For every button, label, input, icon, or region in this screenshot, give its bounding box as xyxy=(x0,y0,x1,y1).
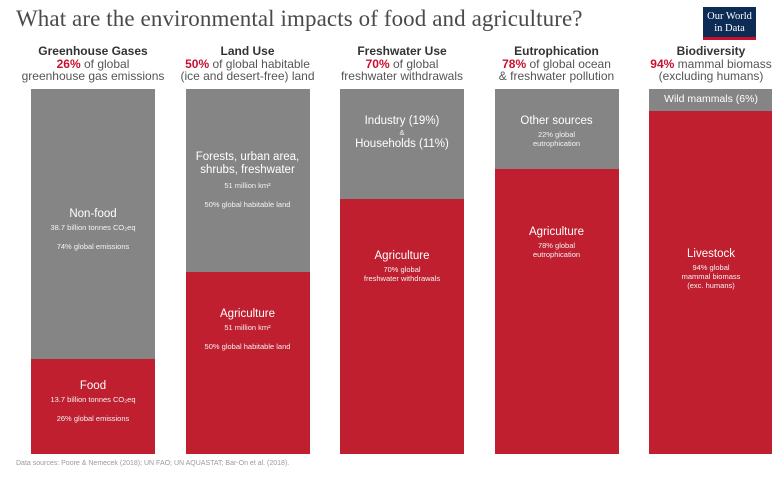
column-desc2: (excluding humans) xyxy=(658,69,764,83)
column-header: Biodiversity 94% mammal biomass (excluding… xyxy=(631,45,772,83)
stacked-bar: Wild mammals (6%) Livestock 94% global mamm… xyxy=(649,89,772,454)
column-desc1: of global xyxy=(84,56,130,71)
column-heading: Greenhouse Gases xyxy=(38,44,148,58)
segment-label-name: Livestock xyxy=(687,248,735,261)
column-percent: 78% xyxy=(502,56,527,71)
column-desc1: of global xyxy=(393,56,439,71)
column-desc2: freshwater withdrawals xyxy=(340,69,464,83)
column-percent: 70% xyxy=(365,56,390,71)
segment-label-name: Forests, urban area, shrubs, freshwater xyxy=(195,151,300,177)
segment-label-share: eutrophication xyxy=(532,250,581,260)
bar-segment-other: Forests, urban area, shrubs, freshwater 5… xyxy=(185,89,310,272)
column-header: Freshwater Use 70% of global freshwater wi… xyxy=(322,45,482,83)
bar-segment-food: Livestock 94% global mammal biomass (exc. h… xyxy=(649,110,772,454)
segment-label-detail: & xyxy=(399,128,405,137)
segment-label-detail: 13.7 billion tonnes CO₂eq xyxy=(50,395,136,405)
segment-label-name: Industry (19%) xyxy=(364,115,440,127)
column-heading: Eutrophication xyxy=(514,44,599,58)
segment-label-detail: 51 million km² xyxy=(224,181,271,191)
bar-segment-food: Food 13.7 billion tonnes CO₂eq 26% global … xyxy=(31,359,155,454)
bar-segment-other: Other sources 22% global eutrophication xyxy=(494,89,619,170)
segment-label-detail: 22% global xyxy=(537,130,576,139)
segment-label-extra: (exc. humans) xyxy=(687,281,735,291)
segment-label-name: Wild mammals (6%) xyxy=(664,93,758,106)
column-desc2: greenhouse gas emissions xyxy=(21,69,165,83)
column-header: Eutrophication 78% of global ocean & fresh… xyxy=(477,45,637,83)
column-desc1: of global ocean xyxy=(529,56,611,71)
owid-logo[interactable]: Our World in Data xyxy=(703,7,756,40)
segment-label-detail: 78% global xyxy=(537,241,576,251)
stacked-bar: Forests, urban area, shrubs, freshwater 5… xyxy=(185,89,310,454)
stacked-bar: Non-food 38.7 billion tonnes CO₂eq 74% glo… xyxy=(31,89,155,454)
segment-label-detail: 38.7 billion tonnes CO₂eq xyxy=(50,222,136,232)
segment-label-detail: 51 million km² xyxy=(224,323,271,332)
column-subtitle-line1: 50% of global habitable xyxy=(168,56,328,71)
segment-label-share: Households (11%) xyxy=(355,138,449,150)
segment-label-name: Agriculture xyxy=(374,249,430,262)
column-subtitle-line1: 78% of global ocean xyxy=(477,56,637,71)
segment-label-name: Agriculture xyxy=(529,226,584,239)
column-subtitle-line1: 94% mammal biomass xyxy=(631,56,772,71)
segment-label-detail: 70% global xyxy=(383,264,421,274)
column-subtitle-line1: 26% of global xyxy=(13,56,173,71)
bar-segment-food: Agriculture 51 million km² 50% global habi… xyxy=(185,271,310,454)
bar-segment-other: Industry (19%) & Households (11%) xyxy=(340,89,464,199)
segment-label-name: Food xyxy=(79,380,107,393)
column-heading: Freshwater Use xyxy=(357,44,447,58)
segment-label-name: Agriculture xyxy=(220,308,275,320)
segment-label-share: 50% global habitable land xyxy=(204,200,291,210)
data-sources: Data sources: Poore & Nemecek (2018); UN… xyxy=(16,460,290,467)
column-heading: Land Use xyxy=(220,44,275,58)
column-subtitle-line1: 70% of global xyxy=(322,56,482,71)
bar-segment-food: Agriculture 70% global freshwater withdraw… xyxy=(340,198,464,454)
column-percent: 50% xyxy=(185,56,210,71)
segment-label-share: 50% global habitable land xyxy=(204,342,291,351)
column-percent: 26% xyxy=(56,56,81,71)
segment-label-detail: 94% global xyxy=(692,263,730,273)
segment-label-name: Non-food xyxy=(69,207,117,220)
logo-line2: in Data xyxy=(714,23,745,34)
column-header: Land Use 50% of global habitable (ice and … xyxy=(168,45,328,83)
bar-segment-other: Non-food 38.7 billion tonnes CO₂eq 74% glo… xyxy=(31,89,155,360)
column-percent: 94% xyxy=(650,56,675,71)
stacked-bar: Industry (19%) & Households (11%) Agricultu… xyxy=(340,89,464,454)
column-desc2: & freshwater pollution xyxy=(498,69,615,83)
column-desc1: mammal biomass xyxy=(677,56,772,71)
column-desc1: of global habitable xyxy=(212,56,310,71)
segment-label-share: freshwater withdrawals xyxy=(363,273,441,283)
bar-segment-food: Agriculture 78% global eutrophication xyxy=(494,169,619,454)
bar-segment-other: Wild mammals (6%) xyxy=(649,89,772,111)
segment-label-share: mammal biomass xyxy=(681,272,741,282)
segment-label-share: 26% global emissions xyxy=(56,414,130,424)
column-heading: Biodiversity xyxy=(676,44,746,58)
segment-label-name: Other sources xyxy=(520,115,593,127)
chart-title: What are the environmental impacts of fo… xyxy=(16,6,583,31)
column-header: Greenhouse Gases 26% of global greenhouse … xyxy=(13,45,173,83)
segment-label-share: 74% global emissions xyxy=(56,241,130,251)
column-desc2: (ice and desert-free) land xyxy=(180,69,315,83)
logo-line1: Our World xyxy=(707,11,752,22)
stacked-bar: Other sources 22% global eutrophication Agr… xyxy=(494,89,619,454)
segment-label-share: eutrophication xyxy=(532,139,581,148)
